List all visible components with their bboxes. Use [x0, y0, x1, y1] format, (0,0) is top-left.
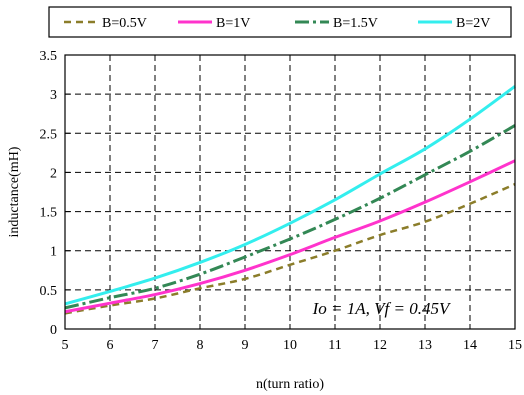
x-tick-label: 11	[328, 338, 341, 353]
x-tick-label: 12	[373, 338, 387, 353]
y-tick-label: 3.5	[40, 49, 58, 64]
series-line-b-0-5v	[64, 183, 516, 315]
condition-annotation: Io = 1A, Vf = 0.45V	[312, 299, 452, 318]
series-line-b-2v	[64, 85, 516, 306]
x-tick-label: 9	[242, 338, 249, 353]
legend-label: B=1.5V	[333, 16, 378, 31]
y-tick-label: 2.5	[40, 127, 58, 142]
x-tick-label: 6	[107, 338, 114, 353]
y-tick-label: 1	[50, 245, 57, 260]
x-tick-label: 5	[62, 338, 69, 353]
x-axis-label: n(turn ratio)	[256, 377, 324, 392]
series-line-b-1-5v	[64, 124, 516, 310]
grid	[65, 55, 515, 329]
x-tick-label: 7	[152, 338, 159, 353]
y-tick-label: 3	[50, 88, 57, 103]
series-line-b-1v	[64, 159, 516, 314]
legend-label: B=2V	[456, 16, 490, 31]
y-tick-label: 2	[50, 166, 57, 181]
ticks: 5 6 7 8 9 10 11 12 13 14 15 0 0.5 1 1.5 2 2.5 3 3.5	[40, 49, 523, 353]
x-tick-label: 10	[283, 338, 297, 353]
legend-label: B=0.5V	[102, 16, 147, 31]
y-tick-label: 0	[50, 323, 57, 338]
legend-label: B=1V	[216, 16, 250, 31]
y-axis-label: inductance(mH)	[7, 146, 22, 237]
series-lines	[64, 85, 516, 315]
legend: B=0.5V B=1V B=1.5V B=2V	[48, 6, 512, 38]
x-tick-label: 14	[463, 338, 477, 353]
x-tick-label: 13	[418, 338, 432, 353]
x-tick-label: 8	[197, 338, 204, 353]
x-tick-label: 15	[508, 338, 522, 353]
y-tick-label: 0.5	[40, 284, 58, 299]
y-tick-label: 1.5	[40, 206, 58, 221]
